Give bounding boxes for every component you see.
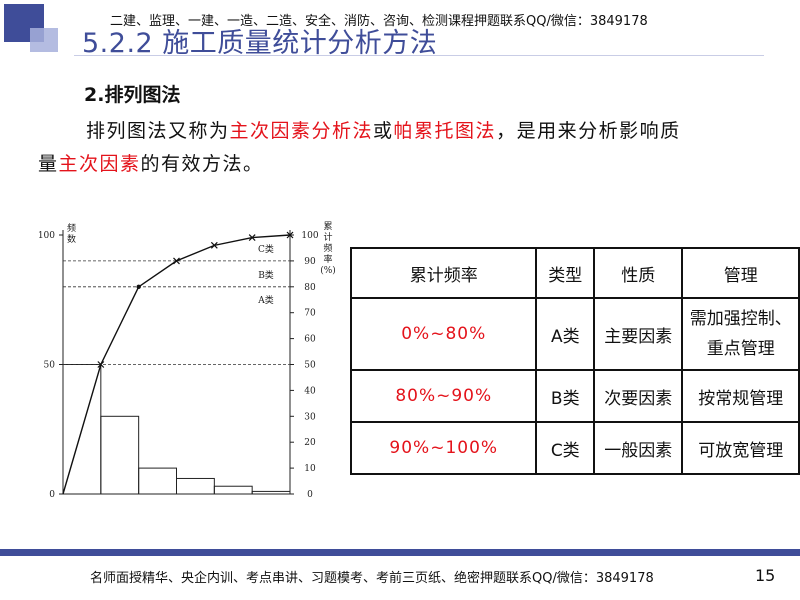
intro-text: 的有效方法。	[140, 153, 264, 175]
intro-line-1: 排列图法又称为主次因素分析法或帕累托图法，是用来分析影响质	[38, 115, 750, 148]
right-axis-label: 频	[323, 242, 332, 254]
management-cell: 需加强控制、 重点管理	[681, 297, 800, 371]
freq-cell: 90%~100%	[349, 421, 538, 475]
left-tick-label: 50	[44, 361, 56, 371]
management-line: 需加强控制、	[689, 309, 792, 329]
type-cell: B类	[535, 369, 596, 423]
bar	[213, 485, 253, 495]
right-axis-label: 率	[323, 253, 332, 265]
cumulative-point	[248, 234, 256, 242]
table-row: 0%~80% A类 主要因素 需加强控制、 重点管理	[349, 297, 800, 371]
intro-text: 或	[373, 120, 394, 142]
type-cell: C类	[535, 421, 596, 475]
management-line: 重点管理	[706, 339, 775, 359]
right-tick-label: 10	[304, 464, 316, 474]
intro-text: 量	[38, 153, 59, 175]
bar	[100, 415, 140, 495]
intro-paragraph: 排列图法又称为主次因素分析法或帕累托图法，是用来分析影响质 量主次因素的有效方法…	[38, 115, 750, 181]
table-row: 90%~100% C类 一般因素 可放宽管理	[349, 421, 800, 475]
intro-text: ，是用来分析影响质	[496, 120, 681, 142]
left-axis-label: 数	[67, 233, 76, 245]
right-tick-label: 80	[304, 283, 316, 293]
table-row: 80%~90% B类 次要因素 按常规管理	[349, 369, 800, 423]
management-cell: 按常规管理	[681, 369, 800, 423]
intro-line-2: 量主次因素的有效方法。	[38, 148, 750, 181]
section-heading: 2.排列图法	[84, 84, 181, 106]
header-nature: 性质	[593, 247, 684, 299]
pareto-chart: 0501000102030405060708090100频数累计频率(%)A类B…	[38, 221, 336, 500]
nature-cell: 主要因素	[593, 297, 684, 371]
top-banner: 二建、监理、一建、一造、二造、安全、消防、咨询、检测课程押题联系QQ/微信：38…	[110, 14, 648, 29]
page-number: 15	[755, 566, 776, 585]
zone-label: B类	[258, 269, 274, 281]
nature-cell: 次要因素	[593, 369, 684, 423]
left-axis-label: 频	[67, 222, 76, 234]
pareto-classification-table: 累计频率 类型 性质 管理 0%~80% A类 主要因素 需加强控制、 重点管理…	[349, 247, 800, 475]
right-tick-label: 20	[304, 438, 316, 448]
header-cumulative-frequency: 累计频率	[349, 247, 538, 299]
title-divider	[74, 55, 764, 56]
left-tick-label: 100	[38, 231, 55, 241]
decorative-square-light	[30, 28, 58, 52]
right-tick-label: 100	[301, 231, 318, 241]
cumulative-point	[210, 241, 218, 249]
right-axis-label: 累	[323, 221, 332, 232]
bar	[176, 477, 215, 495]
nature-cell: 一般因素	[593, 421, 684, 475]
right-tick-label: 70	[304, 309, 316, 319]
slide-title: 5.2.2 施工质量统计分析方法	[82, 28, 438, 59]
right-axis-label: 计	[323, 231, 332, 243]
header-type: 类型	[535, 247, 596, 299]
right-tick-label: 0	[307, 490, 313, 500]
management-cell: 可放宽管理	[681, 421, 800, 475]
intro-text: 排列图法又称为	[86, 120, 230, 142]
footer-text: 名师面授精华、央企内训、考点串讲、习题模考、考前三页纸、绝密押题联系QQ/微信：…	[90, 571, 654, 586]
bar	[251, 490, 291, 495]
right-tick-label: 60	[304, 335, 316, 345]
cumulative-point	[286, 231, 294, 239]
cumulative-point	[136, 284, 141, 289]
header-management: 管理	[681, 247, 800, 299]
bar	[138, 467, 177, 495]
type-cell: A类	[535, 297, 596, 371]
title-bar: 5.2.2 施工质量统计分析方法 二建、监理、一建、一造、二造、安全、消防、咨询…	[0, 0, 800, 59]
freq-cell: 0%~80%	[349, 297, 538, 371]
cumulative-point	[173, 257, 180, 265]
footer-bar	[0, 549, 800, 556]
intro-highlight: 主次因素分析法	[229, 120, 374, 142]
left-tick-label: 0	[49, 490, 55, 500]
zone-label: C类	[258, 243, 274, 255]
right-tick-label: 40	[304, 386, 316, 396]
cumulative-point	[97, 361, 105, 368]
intro-highlight: 主次因素	[58, 153, 141, 175]
table-header-row: 累计频率 类型 性质 管理	[349, 247, 800, 299]
right-tick-label: 30	[304, 412, 316, 422]
right-tick-label: 90	[304, 257, 316, 267]
zone-label: A类	[257, 294, 274, 306]
intro-highlight: 帕累托图法	[393, 120, 497, 142]
right-axis-label: (%)	[320, 265, 336, 276]
right-tick-label: 50	[304, 361, 316, 371]
freq-cell: 80%~90%	[349, 369, 538, 423]
